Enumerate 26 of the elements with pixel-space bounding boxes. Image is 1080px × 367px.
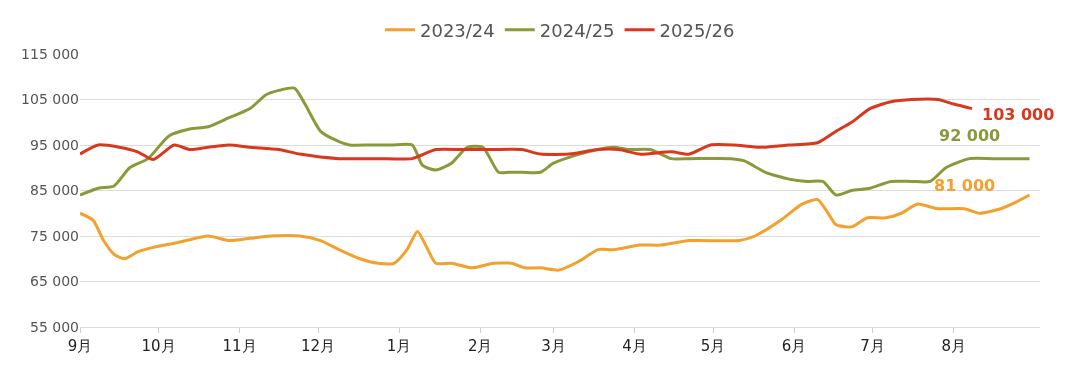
legend-label: 2025/26 [659,19,735,41]
x-tick-label: 2月 [467,337,493,355]
x-tick-label: 7月 [860,337,885,355]
y-tick-label: 55 000 [30,318,79,335]
y-tick-label: 95 000 [30,136,79,153]
x-tick-label: 10月 [141,337,176,355]
y-tick-label: 105 000 [21,91,79,108]
x-tick-label: 4月 [622,337,647,355]
x-tick-label: 11月 [222,337,257,355]
annotation: 103 000 [982,105,1055,124]
x-tick-label: 12月 [300,337,336,355]
y-tick-label: 75 000 [30,227,79,244]
line-series [80,193,1032,272]
legend-label: 2023/24 [420,19,495,41]
x-tick-label: 3月 [541,337,566,355]
x-tick-label: 5月 [700,337,726,355]
annotation: 92 000 [939,126,1001,145]
x-tick-label: 1月 [386,337,412,355]
y-tick-label: 115 000 [21,45,79,62]
y-tick-label: 65 000 [30,273,79,290]
x-tick-label: 6月 [781,337,807,355]
y-tick-label: 85 000 [30,182,79,199]
x-tick-label: 9月 [67,337,93,355]
x-tick-label: 8月 [941,337,966,355]
legend-label: 2024/25 [539,19,615,41]
annotation: 81 000 [934,176,996,195]
